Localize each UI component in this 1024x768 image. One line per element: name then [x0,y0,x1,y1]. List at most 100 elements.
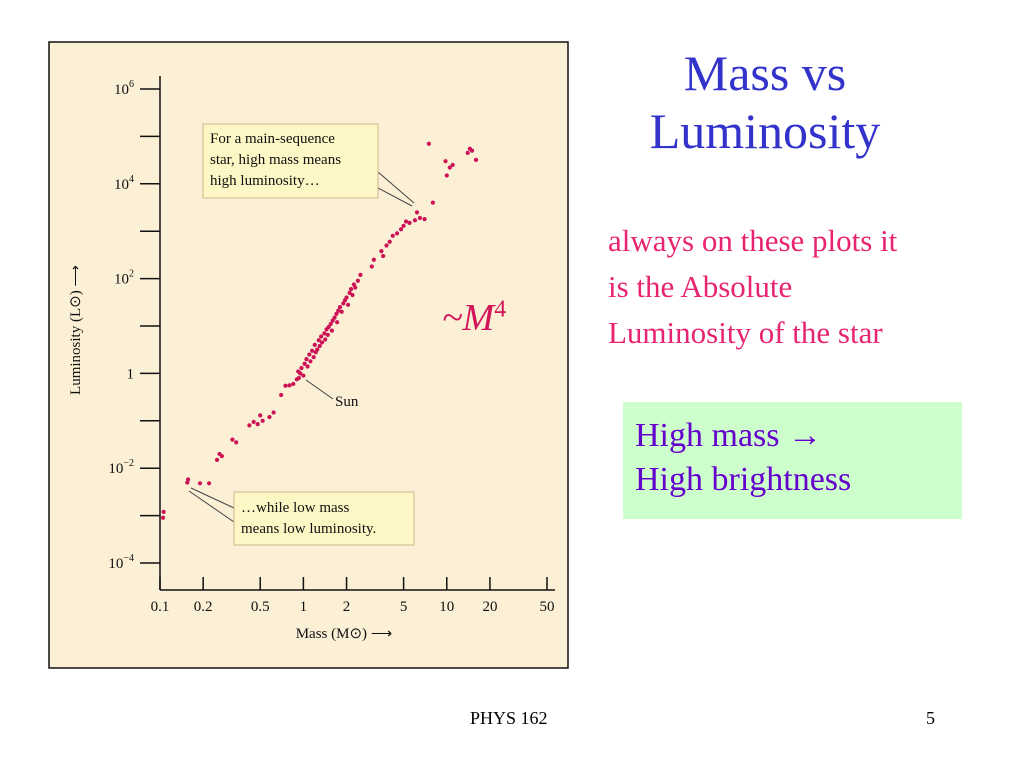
data-point [316,338,321,343]
footer-page-number: 5 [926,708,935,728]
scaling-exponent: 4 [494,296,507,323]
data-point [322,331,327,336]
data-point [267,414,272,420]
data-point [298,371,303,376]
x-axis-title: Mass (M⊙) ⟶ [296,626,393,642]
annotation-low-mass-line-2: means low luminosity. [241,521,376,537]
data-point [407,220,412,225]
data-point [430,200,435,205]
scaling-relation: ~M4 [442,296,506,340]
data-point [444,173,449,178]
data-point [355,278,361,283]
data-point [334,311,339,317]
data-point [328,321,333,327]
annotation-high-mass-pointer [377,171,415,204]
data-point [345,302,351,307]
data-point [401,223,406,228]
data-point [339,309,344,314]
data-point [341,301,346,306]
data-point [422,217,427,222]
x-tick-label: 2 [343,599,351,615]
data-points [160,141,479,520]
data-point [447,165,452,170]
data-point [371,257,376,262]
data-point [344,295,349,300]
annotation-high-mass-line-1: For a main-sequence [210,131,335,147]
data-point [379,249,384,254]
data-point [317,343,322,349]
data-point [271,410,276,415]
data-point [426,141,431,146]
annotation-sun-pointer [305,379,334,400]
x-tick-label: 1 [300,599,308,615]
data-point [337,305,343,310]
data-point [326,324,331,330]
x-tick-label: 0.2 [194,599,213,615]
annotation-sun: Sun [305,379,359,410]
callout-line-2: High brightness [635,461,852,498]
data-point [219,454,224,459]
data-point [348,287,354,292]
data-point [309,348,315,353]
data-point [384,243,389,248]
data-point [185,477,191,482]
data-point [287,383,292,388]
annotation-low-mass-pointer-2 [188,490,235,523]
data-point [350,292,355,298]
data-point [450,162,455,168]
data-point [369,264,374,269]
data-point [358,272,363,277]
data-point [283,383,288,388]
data-point [312,342,317,347]
data-point [332,315,337,320]
data-point [335,320,340,325]
y-axis-title: Luminosity (L⊙) ⟶ [68,265,84,395]
annotation-high-mass-line-2: star, high mass means [210,152,341,168]
data-point [443,159,448,164]
data-point [255,422,260,427]
slide-title-line-1: Mass vs [683,45,847,101]
data-point [291,381,296,387]
x-tick-label: 20 [482,599,497,615]
data-point [307,352,312,357]
data-point [323,337,328,342]
data-point [319,340,325,345]
data-point [214,457,220,462]
data-point [398,227,404,232]
data-point [197,481,203,486]
data-point [247,423,252,428]
data-point [336,308,341,313]
annotation-low-mass: …while low mass means low luminosity. [188,487,415,546]
data-point [234,440,239,445]
data-point [465,150,470,155]
annotation-high-mass-pointer-2 [377,187,413,207]
x-tick-label: 10 [439,599,454,615]
data-point [315,347,320,352]
x-tick-label: 5 [400,599,408,615]
data-point [258,413,263,418]
data-point [296,375,301,381]
annotation-low-mass-box [233,491,415,546]
y-tick-label: 1 [127,366,135,382]
callout-line-1: High mass → [635,414,950,458]
data-point [308,359,313,364]
annotation-sun-label: Sun [335,394,359,410]
data-point [414,210,420,215]
data-point [230,437,235,442]
data-point [394,231,400,236]
annotation-high-mass-line-3: high luminosity… [210,173,320,189]
data-point [353,285,358,290]
data-point [467,146,473,151]
slide-title-line-2: Luminosity [649,103,881,159]
data-point [412,218,418,223]
data-point [302,361,307,366]
x-tick-label: 0.1 [151,599,170,615]
data-point [417,215,423,221]
footer-course: PHYS 162 [470,708,548,728]
data-point [206,481,212,486]
data-point [347,290,352,295]
data-point [319,334,324,339]
x-tick-label: 50 [540,599,555,615]
